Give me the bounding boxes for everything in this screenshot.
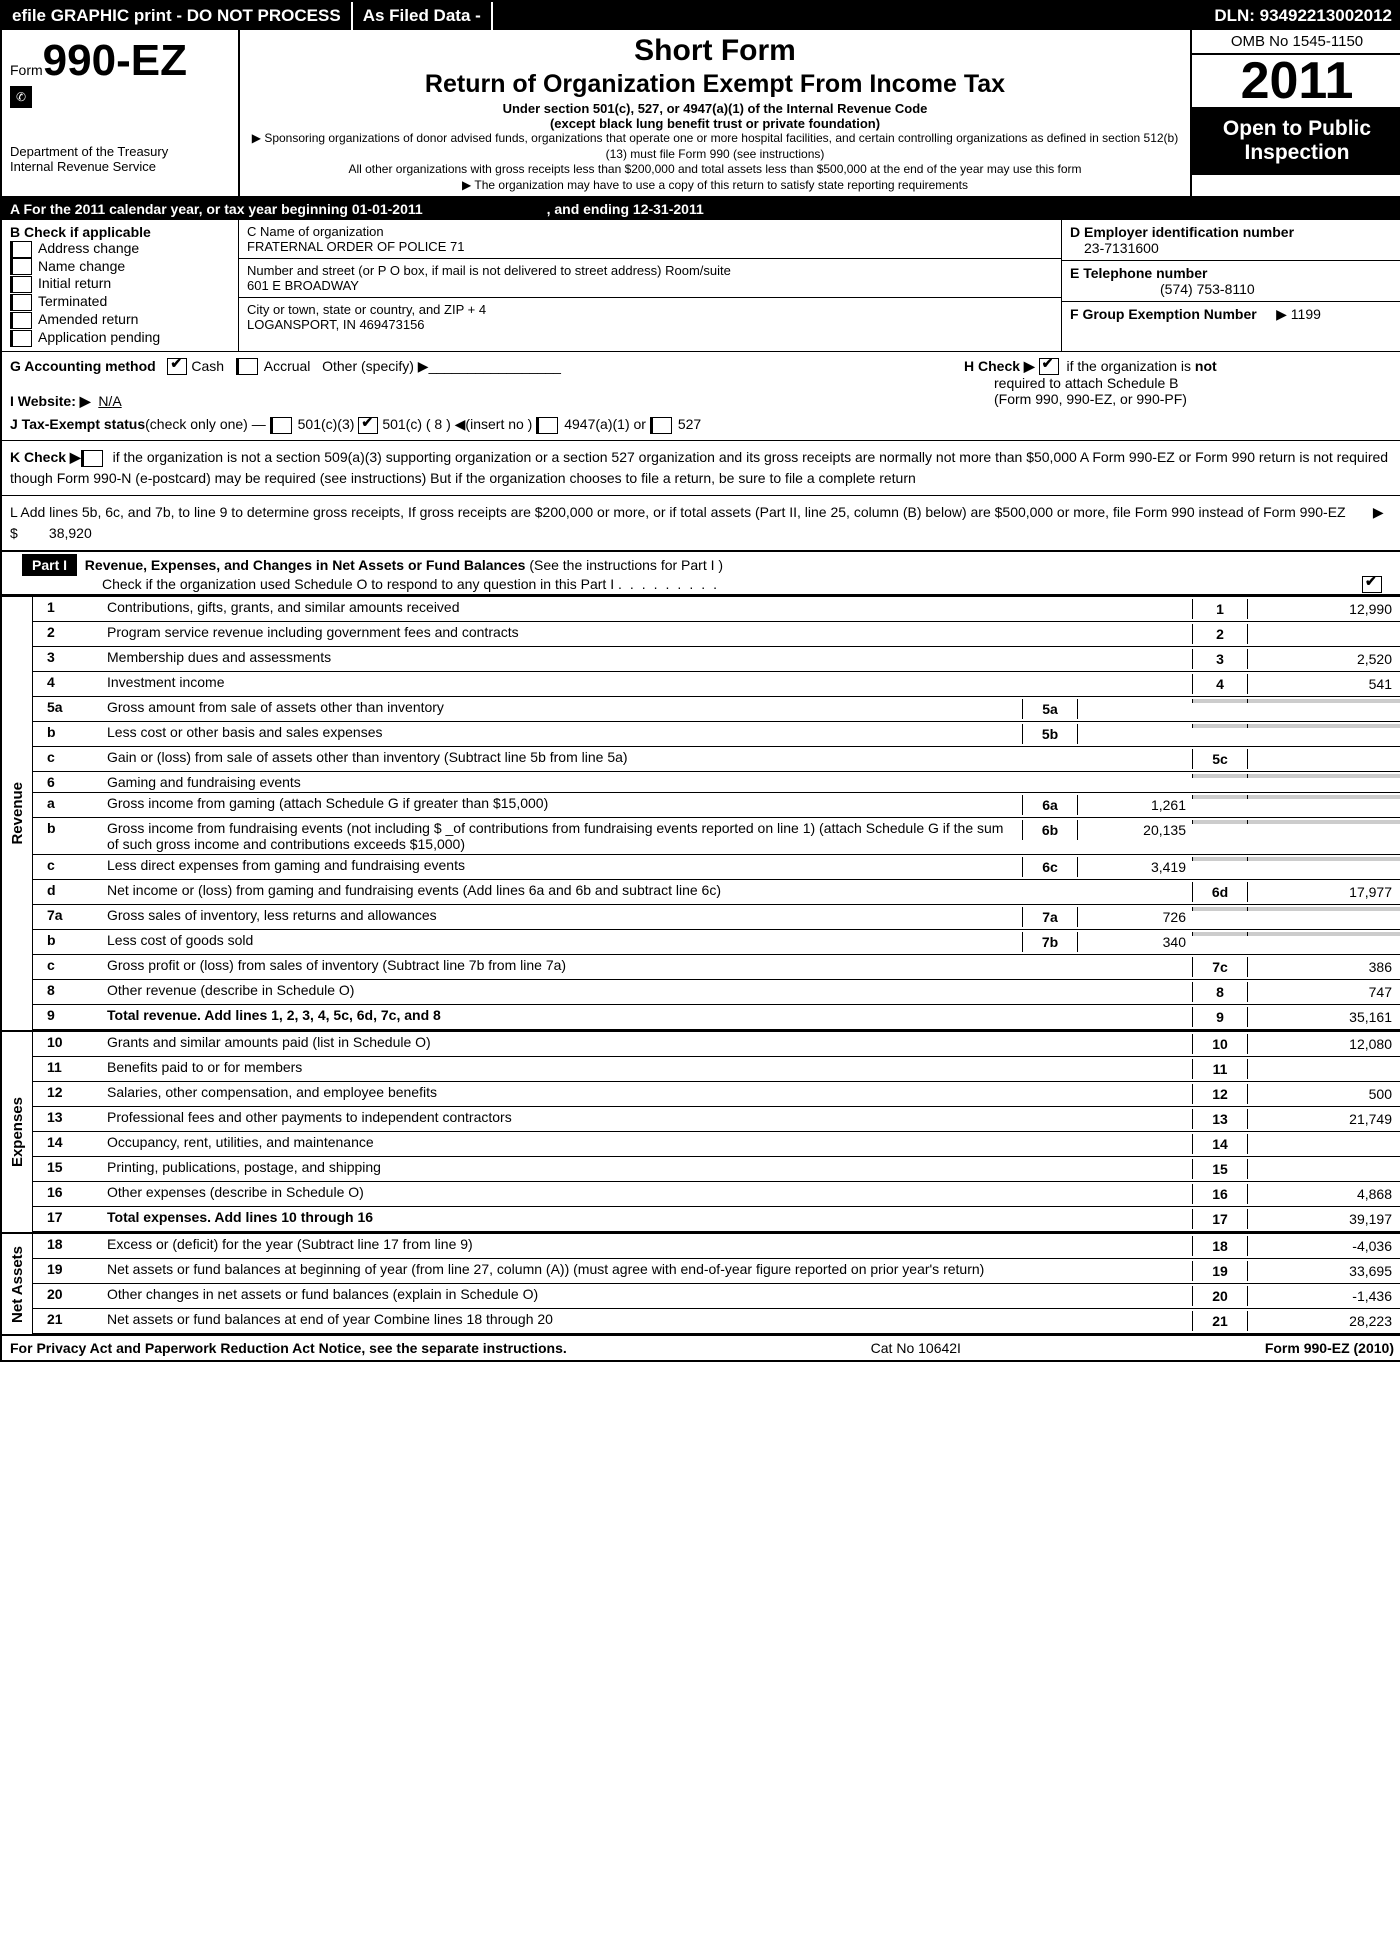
form-word: Form (10, 62, 43, 78)
line-row: 3Membership dues and assessments32,520 (33, 647, 1400, 672)
line-row: 5aGross amount from sale of assets other… (33, 697, 1400, 722)
col-d: D Employer identification number23-71316… (1062, 220, 1400, 351)
line-row: bLess cost or other basis and sales expe… (33, 722, 1400, 747)
netassets-section: Net Assets 18Excess or (deficit) for the… (2, 1232, 1400, 1336)
line-row: 19Net assets or fund balances at beginni… (33, 1259, 1400, 1284)
line-row: 11Benefits paid to or for members11 (33, 1057, 1400, 1082)
col-b: B Check if applicable Address changeName… (2, 220, 239, 351)
checkbox-item: Name change (10, 258, 230, 276)
form-title: Return of Organization Exempt From Incom… (248, 70, 1182, 99)
line-row: 15Printing, publications, postage, and s… (33, 1157, 1400, 1182)
footer: For Privacy Act and Paperwork Reduction … (2, 1336, 1400, 1360)
line-row: cGross profit or (loss) from sales of in… (33, 955, 1400, 980)
line-row: 10Grants and similar amounts paid (list … (33, 1032, 1400, 1057)
line-row: 18Excess or (deficit) for the year (Subt… (33, 1234, 1400, 1259)
checkbox-item: Initial return (10, 275, 230, 293)
line-row: 16Other expenses (describe in Schedule O… (33, 1182, 1400, 1207)
line-row: 2Program service revenue including gover… (33, 622, 1400, 647)
dept1: Department of the Treasury (10, 144, 230, 159)
line-row: 21Net assets or fund balances at end of … (33, 1309, 1400, 1334)
subtitle1: Under section 501(c), 527, or 4947(a)(1)… (248, 101, 1182, 116)
state-note: ▶ The organization may have to use a cop… (248, 178, 1182, 192)
line-row: 8Other revenue (describe in Schedule O)8… (33, 980, 1400, 1005)
line-row: 20Other changes in net assets or fund ba… (33, 1284, 1400, 1309)
form-990ez: efile GRAPHIC print - DO NOT PROCESS As … (0, 0, 1400, 1362)
tax-year: 2011 (1192, 55, 1400, 107)
accrual-checkbox[interactable] (236, 358, 258, 375)
expenses-section: Expenses 10Grants and similar amounts pa… (2, 1030, 1400, 1232)
line-row: dNet income or (loss) from gaming and fu… (33, 880, 1400, 905)
line-row: bGross income from fundraising events (n… (33, 818, 1400, 855)
line-row: 1Contributions, gifts, grants, and simil… (33, 597, 1400, 622)
short-form: Short Form (248, 34, 1182, 68)
section-l: L Add lines 5b, 6c, and 7b, to line 9 to… (2, 496, 1400, 552)
other-orgs-note: All other organizations with gross recei… (248, 162, 1182, 178)
as-filed: As Filed Data - (353, 2, 493, 30)
part-i-header: Part I Revenue, Expenses, and Changes in… (2, 552, 1400, 595)
line-row: 13Professional fees and other payments t… (33, 1107, 1400, 1132)
top-bar: efile GRAPHIC print - DO NOT PROCESS As … (2, 2, 1400, 30)
line-row: cGain or (loss) from sale of assets othe… (33, 747, 1400, 772)
sponsor-note: ▶ Sponsoring organizations of donor advi… (248, 131, 1182, 162)
subtitle2: (except black lung benefit trust or priv… (248, 116, 1182, 131)
line-row: 9Total revenue. Add lines 1, 2, 3, 4, 5c… (33, 1005, 1400, 1030)
header-right: OMB No 1545-1150 2011 Open to PublicInsp… (1190, 30, 1400, 196)
line-row: 4Investment income4541 (33, 672, 1400, 697)
col-c: C Name of organizationFRATERNAL ORDER OF… (239, 220, 1062, 351)
line-row: 14Occupancy, rent, utilities, and mainte… (33, 1132, 1400, 1157)
efile-notice: efile GRAPHIC print - DO NOT PROCESS (2, 2, 353, 30)
line-row: 7aGross sales of inventory, less returns… (33, 905, 1400, 930)
line-row: cLess direct expenses from gaming and fu… (33, 855, 1400, 880)
checkbox-item: Terminated (10, 293, 230, 311)
header-left: Form990-EZ ✆ Department of the Treasury … (2, 30, 240, 196)
section-gh: G Accounting method Cash Accrual Other (… (2, 352, 1400, 442)
checkbox-item: Address change (10, 240, 230, 258)
cash-checkbox[interactable] (167, 358, 187, 375)
header-center: Short Form Return of Organization Exempt… (240, 30, 1190, 196)
revenue-section: Revenue 1Contributions, gifts, grants, a… (2, 595, 1400, 1030)
line-row: aGross income from gaming (attach Schedu… (33, 793, 1400, 818)
line-row: bLess cost of goods sold7b340 (33, 930, 1400, 955)
form-number: 990-EZ (43, 36, 187, 85)
row-a: A For the 2011 calendar year, or tax yea… (2, 198, 1400, 220)
section-bcd: B Check if applicable Address changeName… (2, 220, 1400, 352)
section-k: K Check ▶ if the organization is not a s… (2, 441, 1400, 496)
efile-icon: ✆ (10, 86, 32, 108)
line-row: 17Total expenses. Add lines 10 through 1… (33, 1207, 1400, 1232)
line-row: 6Gaming and fundraising events (33, 772, 1400, 793)
line-row: 12Salaries, other compensation, and empl… (33, 1082, 1400, 1107)
h-checkbox[interactable] (1039, 358, 1059, 375)
checkbox-item: Application pending (10, 329, 230, 347)
header: Form990-EZ ✆ Department of the Treasury … (2, 30, 1400, 198)
dept2: Internal Revenue Service (10, 159, 230, 174)
checkbox-item: Amended return (10, 311, 230, 329)
open-to-public: Open to PublicInspection (1192, 107, 1400, 175)
dln: DLN: 93492213002012 (1204, 2, 1400, 30)
